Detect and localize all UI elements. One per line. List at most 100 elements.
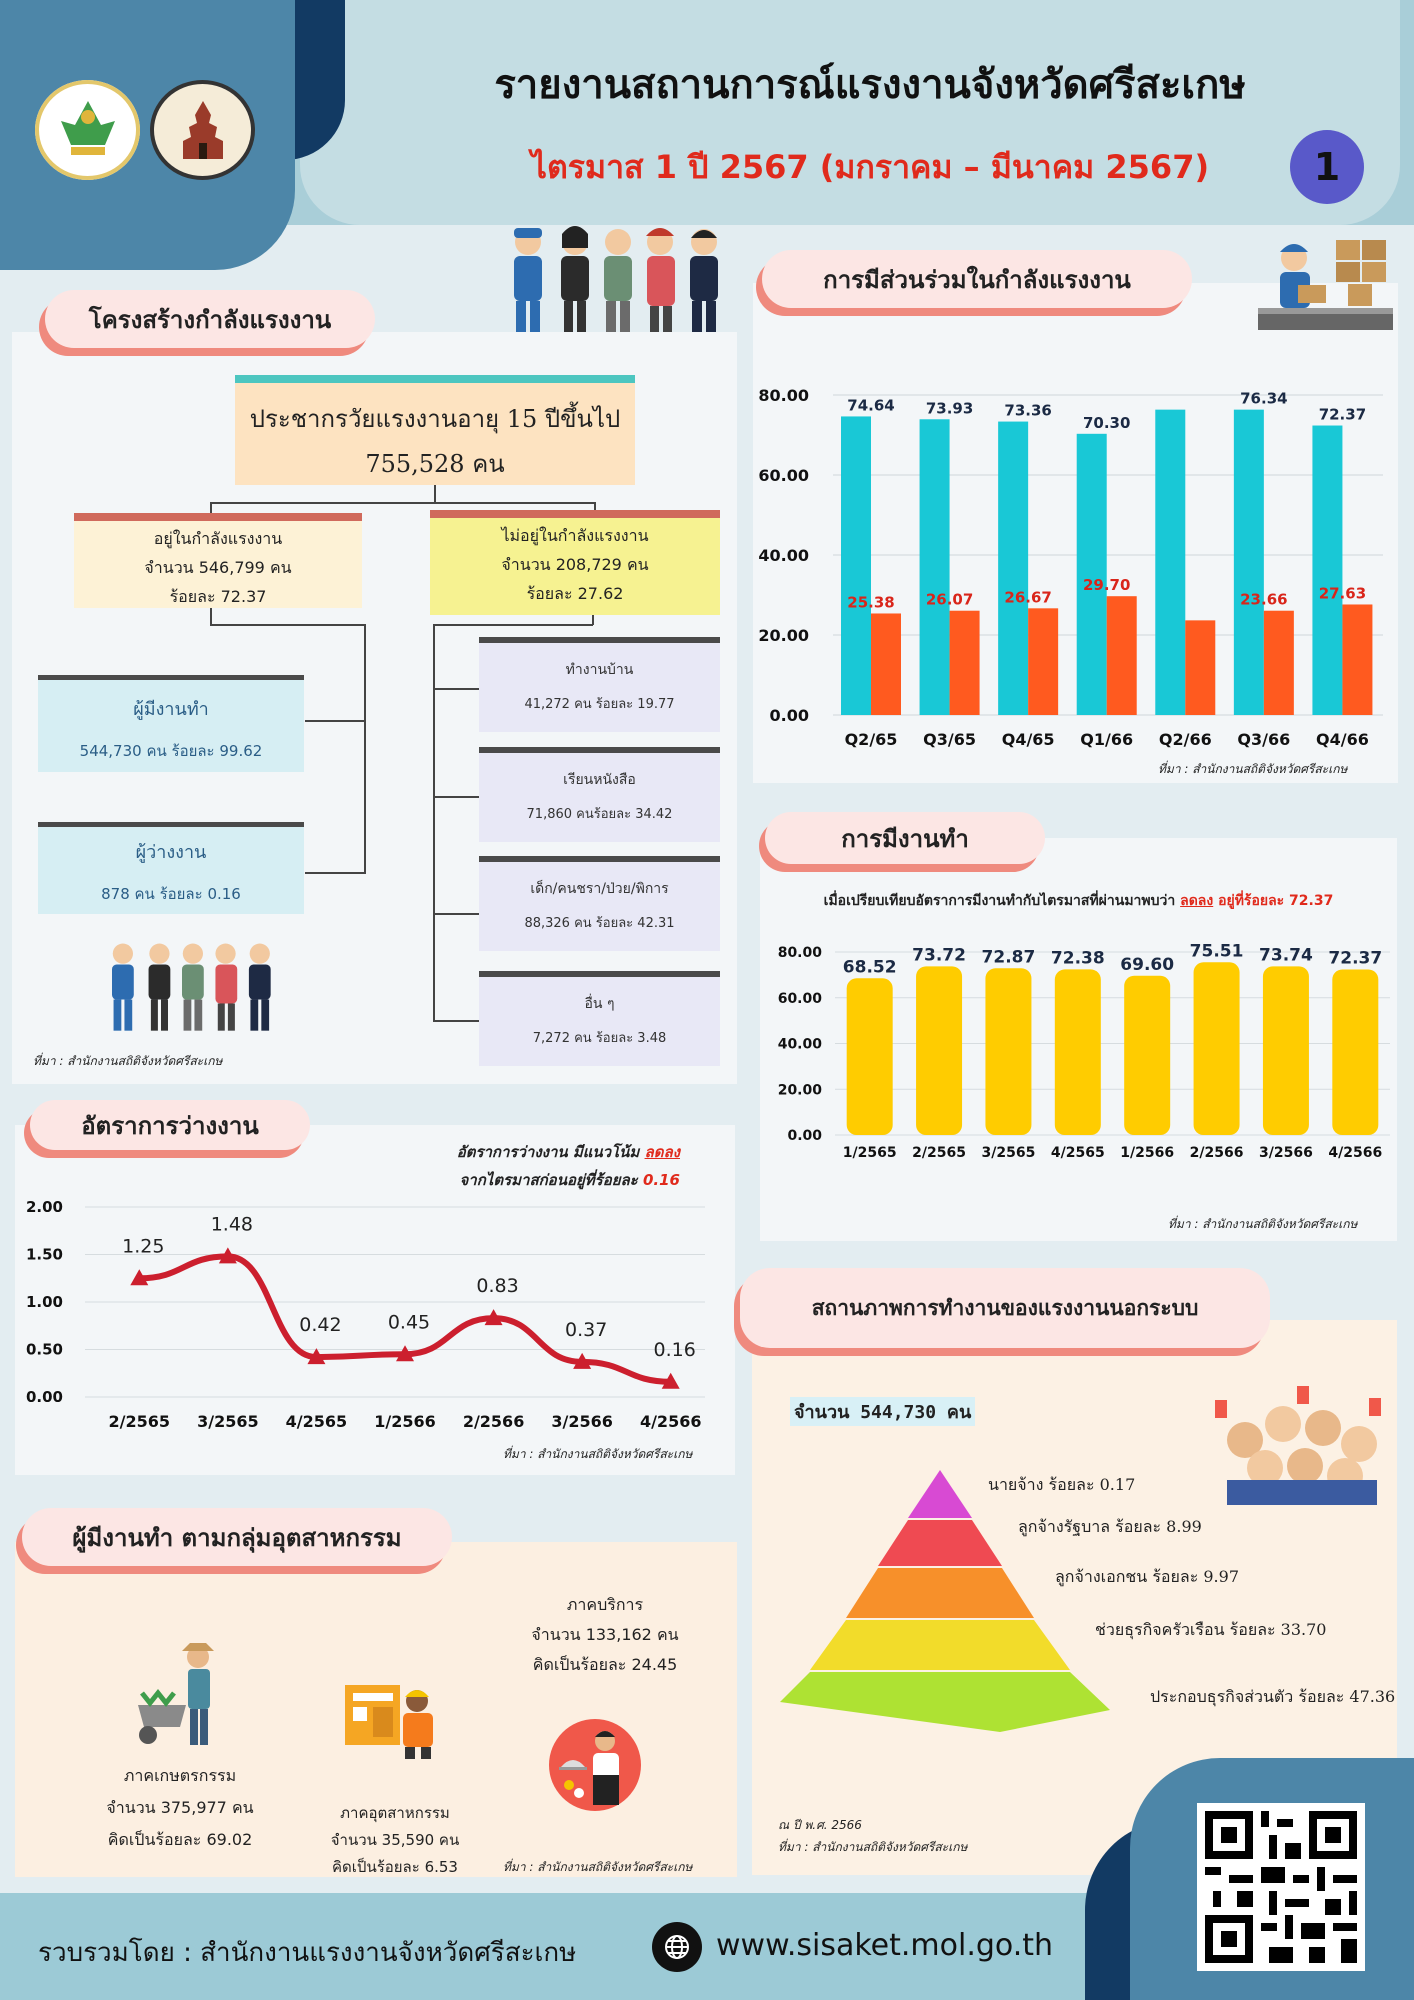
informal-pyramid [780, 1470, 1110, 1732]
child-elderly-label: เด็ก/คนชรา/ป่วย/พิการ [530, 881, 669, 897]
pyramid-level-own-business [780, 1672, 1110, 1732]
globe-icon [652, 1922, 702, 1972]
bar-non-participation [1342, 604, 1373, 715]
y-tick-label: 20.00 [778, 1082, 823, 1098]
qr-code[interactable] [1197, 1803, 1365, 1971]
y-tick-label: 1.00 [26, 1293, 63, 1311]
bar-employment [846, 978, 893, 1135]
employed-label: ผู้มีงานทำ [133, 699, 209, 720]
page-subtitle: ไตรมาส 1 ปี 2567 (มกราคม – มีนาคม 2567) [530, 148, 1210, 186]
data-label: 72.37 [1319, 406, 1366, 424]
bar-employment [1124, 975, 1171, 1135]
data-label: 70.30 [1083, 414, 1130, 432]
pyramid-label-own-business: ประกอบธุรกิจส่วนตัว ร้อยละ 47.36 [1150, 1687, 1396, 1706]
crowd-illustration [1205, 1380, 1390, 1505]
bar-employment [916, 966, 963, 1135]
data-label: 76.34 [1240, 390, 1287, 408]
pyramid-label-employer: นายจ้าง ร้อยละ 0.17 [988, 1475, 1136, 1494]
x-tick-label: Q4/66 [1316, 730, 1369, 749]
employment-note-suffix: อยู่ที่ร้อยละ 72.37 [1218, 893, 1334, 909]
tree-line [210, 608, 212, 626]
data-label: 27.63 [1319, 584, 1366, 602]
data-label: 0.83 [476, 1275, 518, 1297]
y-tick-label: 0.00 [787, 1128, 822, 1144]
worker-boxes-illustration [1258, 230, 1393, 340]
others-value: 7,272 คน ร้อยละ 3.48 [532, 1031, 667, 1046]
data-label: 23.66 [1240, 591, 1287, 609]
website-link[interactable]: www.sisaket.mol.go.th [716, 1928, 1054, 1963]
data-label: 1.48 [211, 1213, 253, 1235]
housework-box: ทำงานบ้าน 41,272 คน ร้อยละ 19.77 [479, 637, 720, 732]
bar-participation [1233, 409, 1264, 715]
logo-province [150, 80, 255, 180]
x-tick-label: Q1/66 [1080, 730, 1133, 749]
labor-structure-title: โครงสร้างกำลังแรงงาน [45, 290, 375, 348]
in-labor-force-percent: ร้อยละ 72.37 [169, 587, 267, 606]
employment-note: เมื่อเปรียบเทียบอัตราการมีงานทำกับไตรมาส… [760, 890, 1397, 912]
housework-label: ทำงานบ้าน [565, 662, 634, 678]
x-tick-label: Q3/65 [923, 730, 976, 749]
study-box: เรียนหนังสือ 71,860 คนร้อยละ 34.42 [479, 747, 720, 842]
unemployment-note: อัตราการว่างงาน มีแนวโน้ม ลดลง จากไตรมาส… [380, 1138, 680, 1194]
tree-line [210, 502, 212, 514]
y-tick-label: 20.00 [758, 626, 809, 645]
bar-participation [1076, 433, 1107, 715]
tree-line [592, 615, 594, 625]
data-label: 25.38 [847, 593, 894, 611]
manu-percent: คิดเป็นร้อยละ 6.53 [332, 1858, 458, 1876]
x-tick-label: 3/2566 [1259, 1145, 1313, 1161]
bar-participation [841, 416, 871, 715]
not-in-labor-force-label: ไม่อยู่ในกำลังแรงงาน [501, 526, 649, 545]
tree-line [210, 624, 365, 626]
bar-non-participation [871, 613, 901, 715]
agri-label: ภาคเกษตรกรรม [123, 1766, 237, 1785]
data-point [130, 1269, 149, 1286]
informal-count: จำนวน 544,730 คน [790, 1397, 976, 1426]
bar-employment [1332, 969, 1379, 1135]
data-label: 72.87 [982, 947, 1036, 967]
study-value: 71,860 คนร้อยละ 34.42 [526, 807, 673, 822]
data-label: 0.16 [654, 1339, 696, 1361]
data-label: 73.93 [926, 399, 973, 417]
population-box: ประชากรวัยแรงงานอายุ 15 ปีขึ้นไป 755,528… [235, 375, 635, 485]
not-in-labor-force-box: ไม่อยู่ในกำลังแรงงาน จำนวน 208,729 คน ร้… [430, 510, 720, 615]
y-tick-label: 80.00 [778, 945, 823, 961]
y-tick-label: 40.00 [758, 546, 809, 565]
x-tick-label: 2/2566 [463, 1412, 525, 1431]
service-count: จำนวน 133,162 คน [531, 1625, 679, 1644]
data-label: 68.52 [843, 957, 897, 977]
population-label: ประชากรวัยแรงงานอายุ 15 ปีขึ้นไป [249, 405, 621, 433]
tree-line [433, 688, 479, 690]
x-tick-label: 2/2565 [109, 1412, 171, 1431]
x-tick-label: 4/2565 [1051, 1145, 1105, 1161]
y-tick-label: 0.00 [770, 706, 809, 725]
pyramid-level-government [878, 1520, 1002, 1566]
informal-title: สถานภาพการทำงานของแรงงานนอกระบบ [740, 1268, 1270, 1348]
unemployment-chart: 0.00 0.50 1.00 1.50 2.00 1.25 2/2565 1.48 3/2565… [26, 1198, 705, 1431]
bar-participation [919, 419, 950, 715]
employment-note-highlight: ลดลง [1180, 893, 1214, 909]
x-tick-label: 3/2565 [982, 1145, 1036, 1161]
page-number: 1 [1313, 145, 1341, 189]
y-tick-label: 60.00 [778, 991, 823, 1007]
industry-source: ที่มา : สำนักงานสถิติจังหวัดศรีสะเกษ [503, 1860, 693, 1874]
y-tick-label: 40.00 [778, 1037, 823, 1053]
study-label: เรียนหนังสือ [563, 772, 636, 788]
tree-line [434, 485, 436, 503]
tree-line [433, 796, 479, 798]
service-icon [545, 1715, 655, 1815]
informal-year-note: ณ ปี พ.ศ. 2566 [778, 1818, 862, 1832]
x-tick-label: 3/2565 [197, 1412, 259, 1431]
agri-text: ภาคเกษตรกรรม จำนวน 375,977 คน คิดเป็นร้อ… [80, 1760, 280, 1856]
others-label: อื่น ๆ [584, 996, 615, 1012]
unemployment-panel [15, 1125, 735, 1475]
y-tick-label: 80.00 [758, 386, 809, 405]
population-value: 755,528 คน [365, 450, 505, 478]
unemployed-box: ผู้ว่างงาน 878 คน ร้อยละ 0.16 [38, 822, 304, 914]
manu-count: จำนวน 35,590 คน [330, 1831, 460, 1849]
bar-employment [1193, 962, 1240, 1135]
data-label: 75.51 [1190, 941, 1244, 961]
header-light-panel [300, 0, 1400, 225]
tree-line [305, 720, 365, 722]
y-tick-label: 1.50 [26, 1246, 63, 1264]
